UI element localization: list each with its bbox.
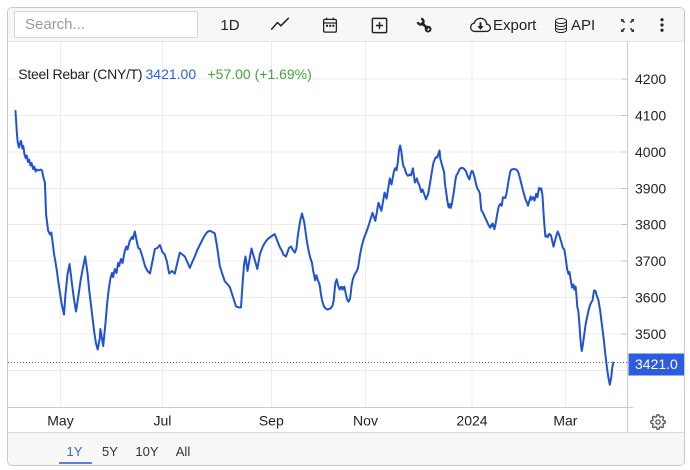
svg-text:4000: 4000	[635, 144, 666, 160]
svg-text:2024: 2024	[456, 413, 487, 429]
svg-text:4100: 4100	[635, 107, 666, 123]
svg-text:3900: 3900	[635, 180, 666, 196]
svg-text:May: May	[47, 413, 73, 429]
svg-text:Jul: Jul	[153, 413, 171, 429]
svg-text:3800: 3800	[635, 217, 666, 233]
svg-text:Nov: Nov	[353, 413, 378, 429]
svg-text:3500: 3500	[635, 326, 666, 342]
svg-text:3700: 3700	[635, 253, 666, 269]
svg-text:3600: 3600	[635, 290, 666, 306]
svg-text:Sep: Sep	[259, 413, 284, 429]
svg-text:4200: 4200	[635, 71, 666, 87]
svg-text:3421.0: 3421.0	[635, 356, 678, 372]
svg-text:Mar: Mar	[553, 413, 577, 429]
